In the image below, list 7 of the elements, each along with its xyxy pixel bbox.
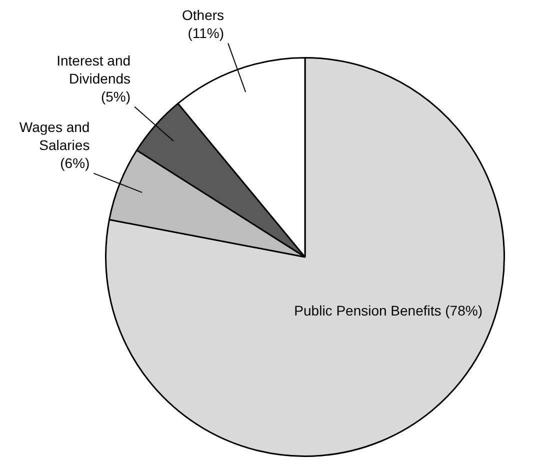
slice-label: Public Pension Benefits (78%)	[294, 302, 482, 319]
slice-label: Others	[182, 7, 224, 24]
slice-label: Wages and Salaries	[19, 119, 90, 154]
data-label: (6%)	[60, 155, 90, 172]
slice-label: Interest and Dividends	[56, 52, 131, 87]
data-label: (11%)	[188, 25, 224, 42]
data-label: (5%)	[100, 88, 131, 105]
